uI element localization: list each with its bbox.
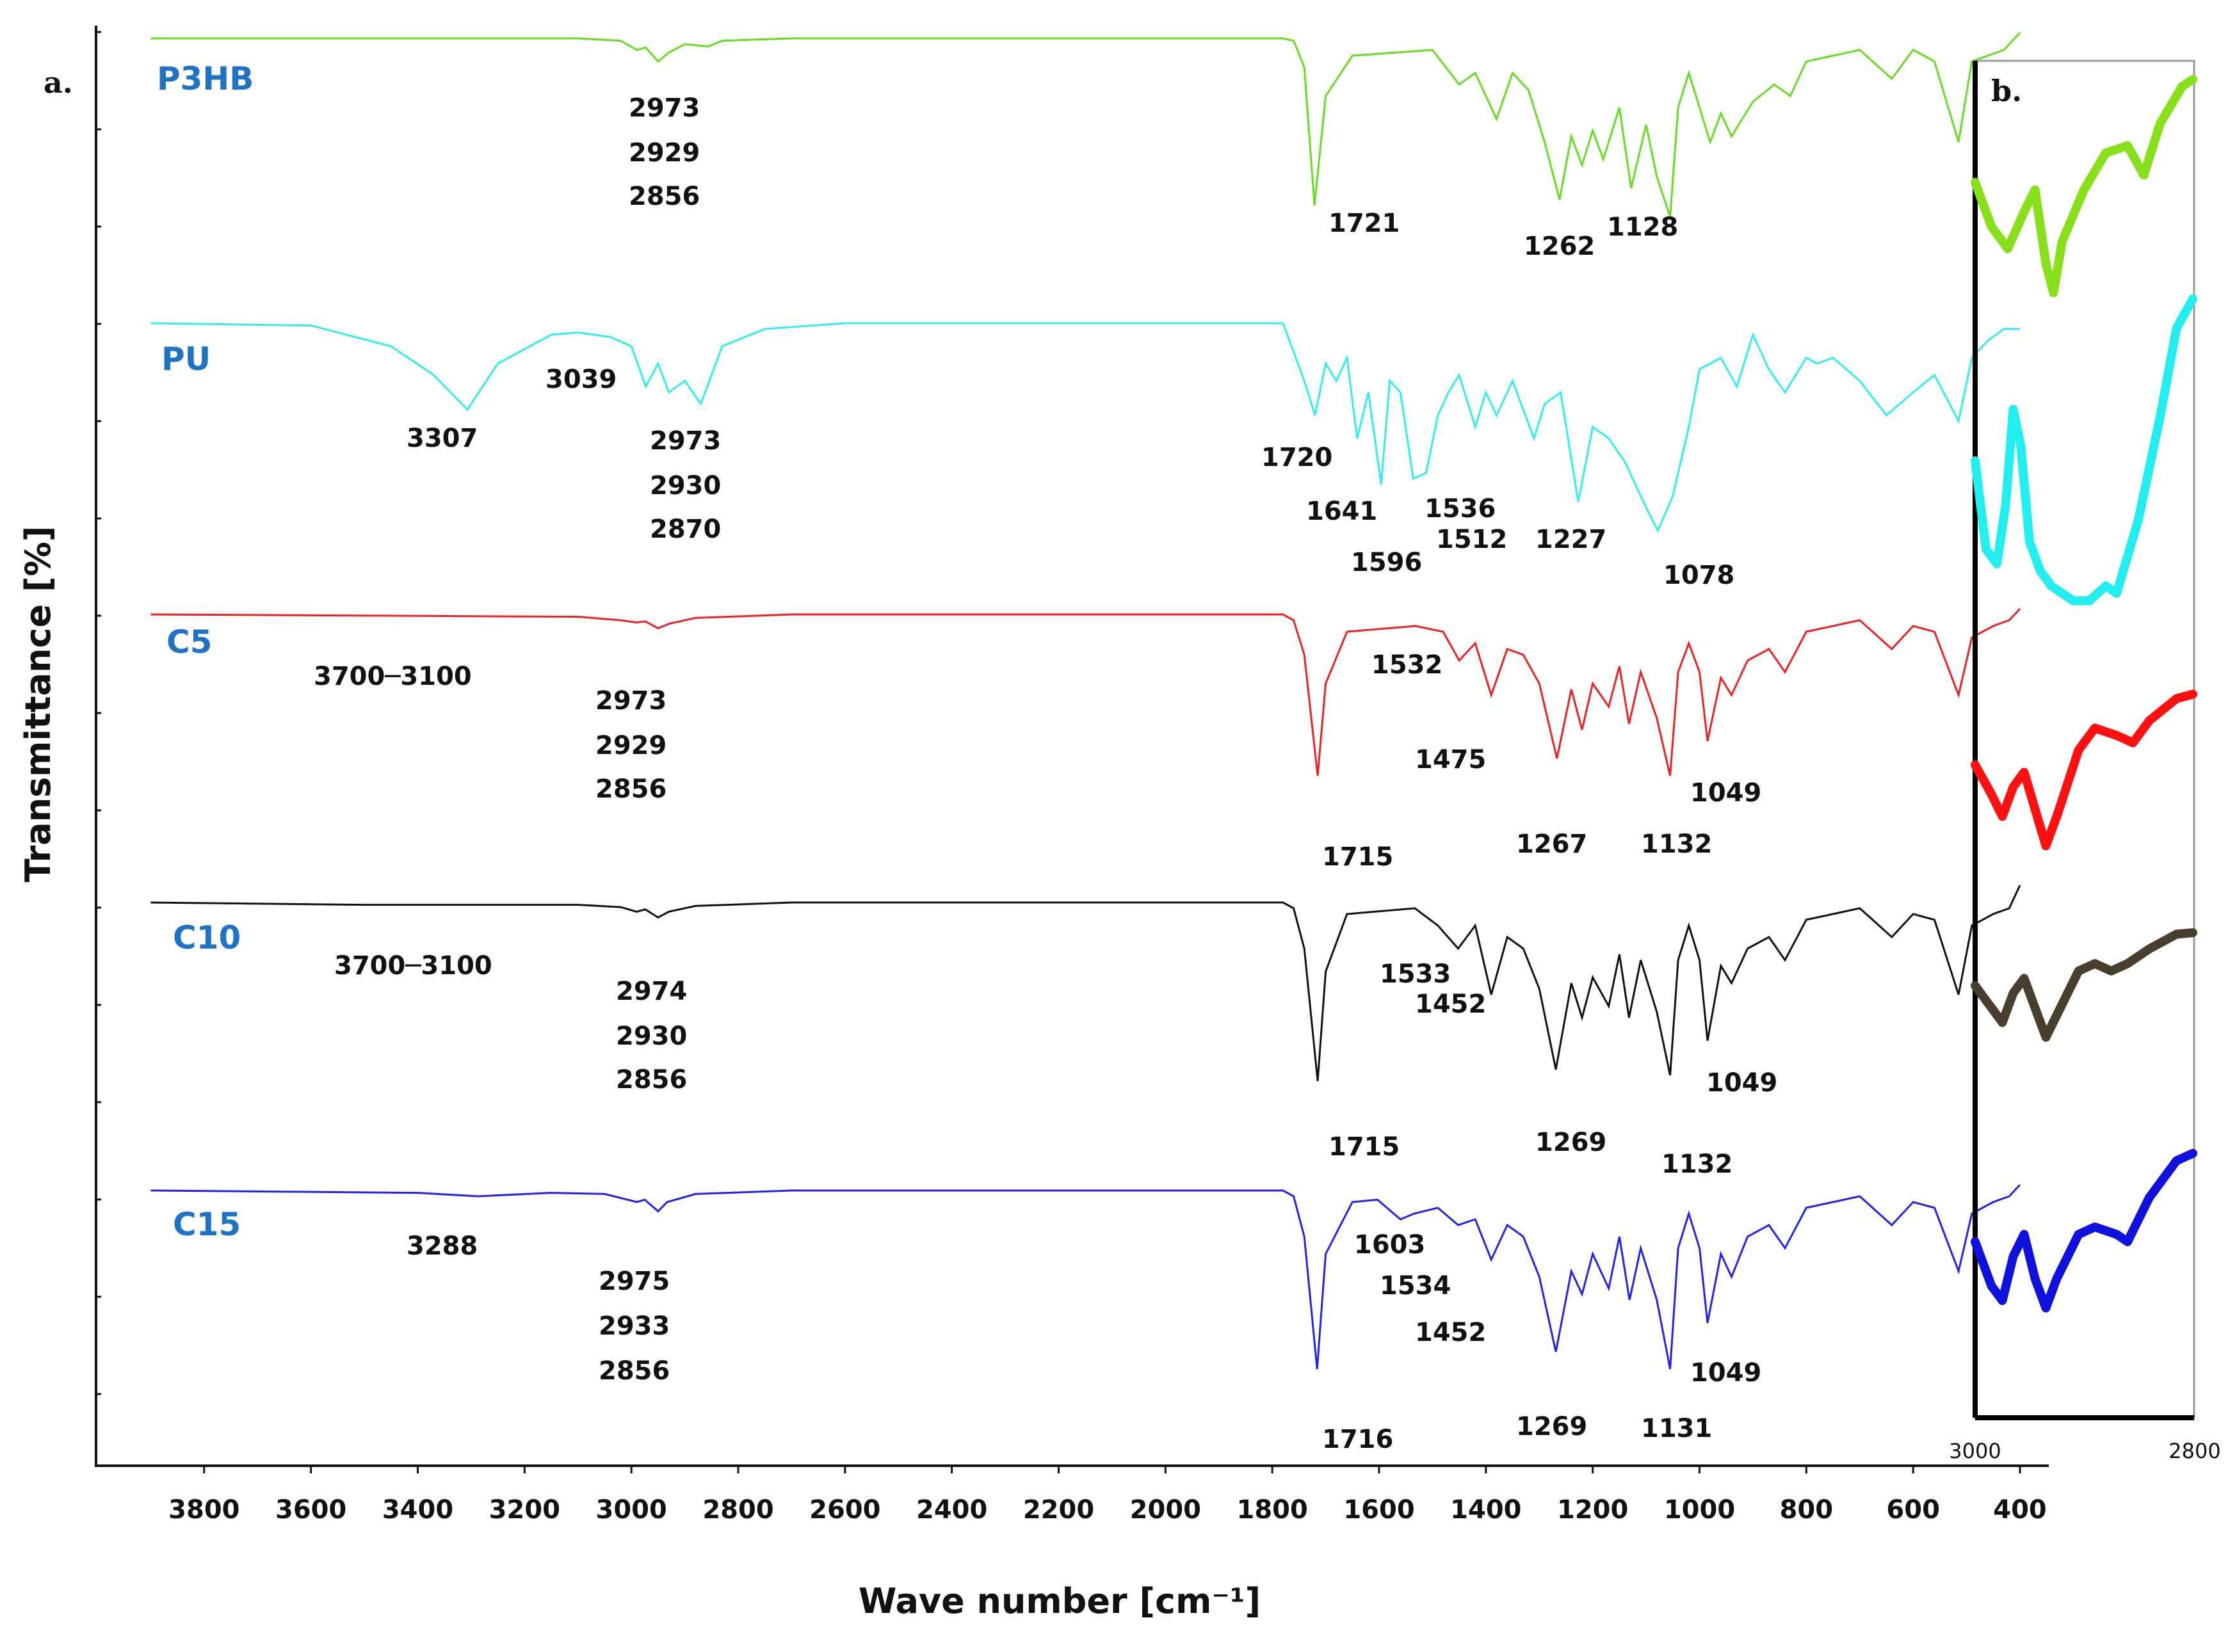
x-tick-label: 1400 xyxy=(1450,1495,1521,1525)
y-axis-minor-ticks xyxy=(96,31,101,1395)
x-tick-label: 2000 xyxy=(1130,1495,1201,1525)
peak-label: 2930 xyxy=(616,1022,687,1051)
inset-line-pu xyxy=(1971,294,2197,605)
series-line-c5 xyxy=(150,607,2021,776)
series-line-p3hb xyxy=(150,31,2021,218)
peak-label: 3039 xyxy=(545,365,617,394)
x-tick-label: 1200 xyxy=(1557,1495,1628,1525)
series-line-c15 xyxy=(150,1183,2021,1370)
x-tick-label: 2800 xyxy=(702,1495,773,1525)
peak-label: 1720 xyxy=(1261,443,1332,472)
peak-label: 1078 xyxy=(1663,561,1734,590)
peak-label: 1269 xyxy=(1535,1128,1606,1157)
peak-label: 1534 xyxy=(1380,1271,1451,1301)
peak-label: 1452 xyxy=(1415,1318,1486,1347)
x-tick-label: 1000 xyxy=(1664,1495,1735,1525)
series-line-c10 xyxy=(150,885,2021,1082)
peak-label: 1533 xyxy=(1380,959,1451,989)
panel-b-letter: b. xyxy=(1991,74,2022,108)
x-tick-label: 1800 xyxy=(1237,1495,1308,1525)
peak-label: 2975 xyxy=(599,1267,670,1296)
inset-line-c10 xyxy=(1971,928,2197,1042)
series-label-c5: C5 xyxy=(166,623,212,661)
peak-label: 1715 xyxy=(1328,1132,1400,1162)
peak-label: 1262 xyxy=(1524,232,1595,261)
inset-tick-label: 2800 xyxy=(2168,1439,2220,1463)
peak-label: 1227 xyxy=(1535,525,1606,554)
peak-label: 2856 xyxy=(599,1356,670,1386)
peak-label: 2930 xyxy=(650,471,721,501)
series-label-p3hb: P3HB xyxy=(157,60,254,97)
peak-label: 1132 xyxy=(1641,830,1712,859)
inset-tick-label: 3000 xyxy=(1949,1439,2001,1463)
peak-label: 1512 xyxy=(1436,525,1507,554)
peak-label: 2974 xyxy=(616,977,687,1006)
x-tick-label: 3600 xyxy=(275,1495,346,1525)
x-tick-label: 2400 xyxy=(916,1495,987,1525)
x-axis-ticks: 3800 3600 3400 3200 3000 2800 2600 2400 2200 2000… xyxy=(168,1466,2047,1525)
x-tick-label: 3800 xyxy=(168,1495,239,1525)
peak-label: 1049 xyxy=(1690,1358,1761,1388)
series-line-pu xyxy=(150,322,2020,533)
peak-label: 2870 xyxy=(650,515,721,544)
inset-line-c5 xyxy=(1971,689,2197,851)
x-tick-label: 2200 xyxy=(1023,1495,1094,1525)
peak-label: 2973 xyxy=(650,426,721,456)
series-label-c15: C15 xyxy=(173,1206,241,1243)
peak-label: 2856 xyxy=(629,182,700,211)
peak-label: 2929 xyxy=(629,138,700,168)
panel-a-letter: a. xyxy=(44,65,73,100)
peak-label: 1452 xyxy=(1415,990,1486,1019)
peak-label: 1596 xyxy=(1351,548,1422,577)
peak-label: 1267 xyxy=(1516,830,1587,859)
x-tick-label: 1600 xyxy=(1343,1495,1414,1525)
peak-label: 1128 xyxy=(1607,213,1678,242)
peak-label: 1532 xyxy=(1371,650,1442,680)
peak-label: 1131 xyxy=(1641,1414,1712,1443)
peak-label: 1641 xyxy=(1306,497,1377,526)
peak-label: 1536 xyxy=(1425,494,1496,524)
peak-label: 2973 xyxy=(629,93,700,123)
peak-label: 1132 xyxy=(1661,1150,1732,1179)
peak-label: 2973 xyxy=(595,686,666,716)
peak-label: 1603 xyxy=(1354,1230,1425,1260)
inset-line-c15 xyxy=(1971,1149,2197,1313)
peak-label: 3700─3100 xyxy=(334,951,492,981)
x-tick-label: 800 xyxy=(1780,1495,1834,1525)
x-tick-label: 3200 xyxy=(489,1495,560,1525)
x-axis-title: Wave number [cm⁻¹] xyxy=(859,1581,1261,1621)
x-tick-label: 2600 xyxy=(809,1495,880,1525)
peak-label: 3700─3100 xyxy=(314,662,472,691)
x-tick-label: 3400 xyxy=(382,1495,453,1525)
peak-label: 1475 xyxy=(1415,745,1486,774)
y-axis-title: Transmittance [%] xyxy=(18,526,58,883)
peak-label: 3288 xyxy=(407,1231,478,1261)
peak-label: 1721 xyxy=(1328,209,1400,238)
series-label-c10: C10 xyxy=(173,919,241,956)
series-label-pu: PU xyxy=(161,341,211,378)
peak-label: 1715 xyxy=(1322,842,1393,872)
x-tick-label: 400 xyxy=(1993,1495,2047,1525)
peak-label: 3307 xyxy=(407,424,478,453)
peak-label: 1049 xyxy=(1690,778,1761,808)
peak-label: 2933 xyxy=(599,1311,670,1341)
x-tick-label: 3000 xyxy=(596,1495,667,1525)
peak-label: 1049 xyxy=(1706,1068,1777,1098)
peak-label: 2856 xyxy=(616,1065,687,1095)
x-tick-label: 600 xyxy=(1886,1495,1940,1525)
peak-label: 2929 xyxy=(595,731,666,760)
peak-label: 2856 xyxy=(595,774,666,804)
peak-label: 1269 xyxy=(1516,1412,1587,1441)
inset-line-p3hb xyxy=(1971,75,2197,298)
peak-label: 1716 xyxy=(1322,1425,1393,1454)
